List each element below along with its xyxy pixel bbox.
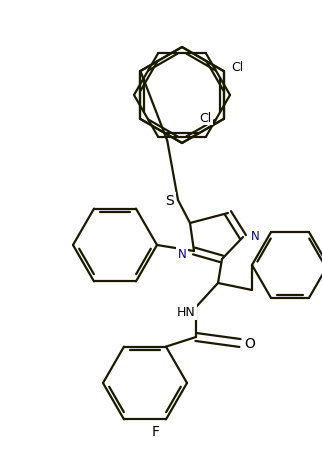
Text: Cl: Cl bbox=[232, 61, 244, 73]
Text: Cl: Cl bbox=[199, 111, 212, 124]
Text: N: N bbox=[251, 229, 260, 242]
Text: O: O bbox=[245, 336, 255, 350]
Text: HN: HN bbox=[177, 306, 195, 319]
Text: N: N bbox=[178, 247, 186, 260]
Text: S: S bbox=[166, 193, 175, 207]
Text: F: F bbox=[152, 425, 160, 439]
